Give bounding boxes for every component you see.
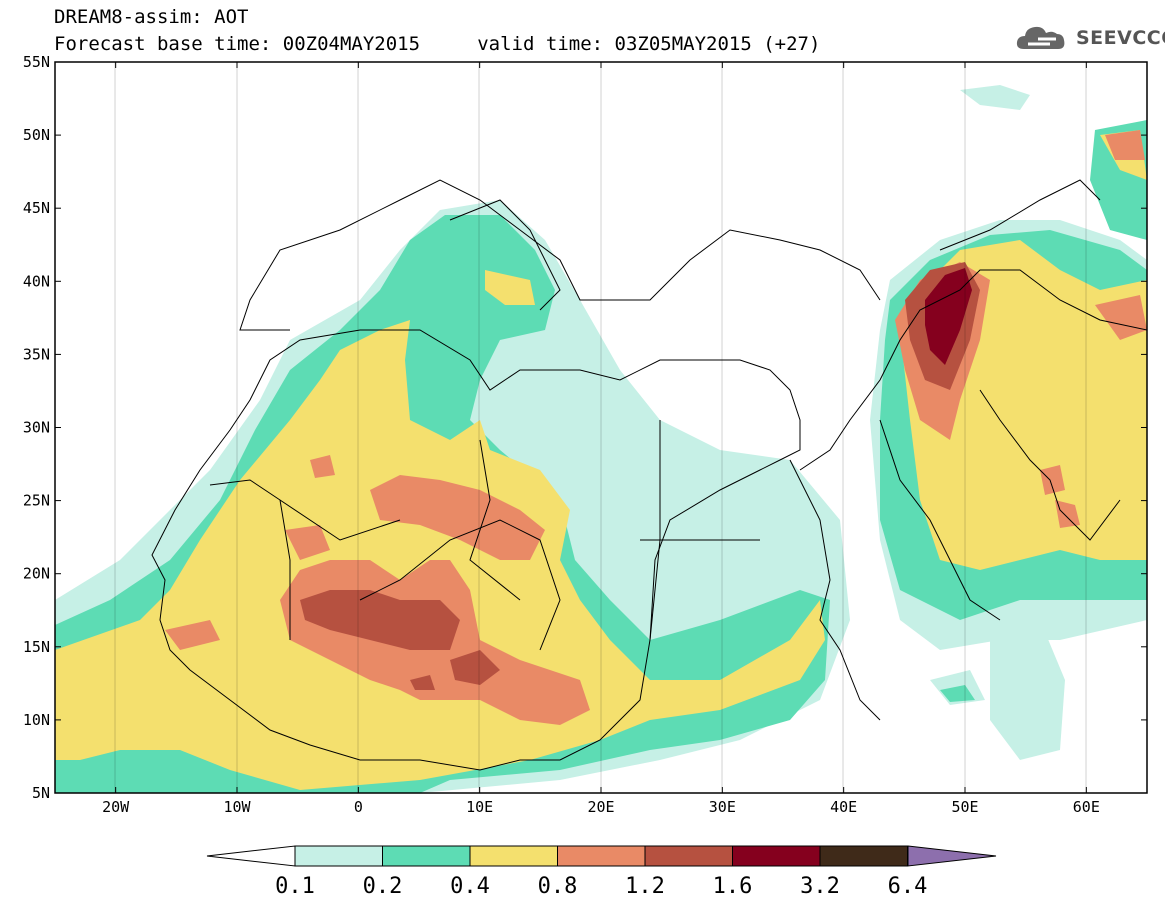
colorbar-swatch — [557, 845, 646, 867]
lat-label: 55N — [23, 53, 50, 71]
lon-label: 20E — [587, 798, 614, 816]
colorbar-label: 0.4 — [450, 874, 490, 899]
colorbar-under-triangle — [206, 845, 296, 867]
lon-label: 10E — [466, 798, 493, 816]
lon-label: 10W — [223, 798, 251, 816]
lat-label: 10N — [23, 711, 50, 729]
colorbar-label: 1.6 — [713, 874, 753, 899]
logo-text: SEEVCCC — [1076, 27, 1165, 49]
lat-label: 15N — [23, 638, 50, 656]
colorbar-label: 0.2 — [363, 874, 403, 899]
aot-band-1.6 — [925, 268, 972, 365]
lat-label: 5N — [32, 784, 50, 802]
lat-label: 45N — [23, 199, 50, 217]
lon-label: 20W — [102, 798, 130, 816]
lon-label: 40E — [830, 798, 857, 816]
colorbar-label: 6.4 — [888, 874, 928, 899]
seevccc-logo: SEEVCCC — [1016, 22, 1165, 54]
cloud-logo-icon — [1016, 26, 1065, 49]
colorbar: 0.1 0.2 0.4 0.8 1.2 1.6 3.2 6.4 — [206, 845, 997, 899]
lat-label: 20N — [23, 565, 50, 583]
colorbar-swatch — [732, 845, 821, 867]
colorbar-over-triangle — [907, 845, 997, 867]
lon-label: 0 — [354, 798, 363, 816]
colorbar-label: 0.8 — [538, 874, 578, 899]
colorbar-swatch — [469, 845, 558, 867]
forecast-time-line: Forecast base time: 00Z04MAY2015 valid t… — [54, 33, 821, 55]
lat-label: 40N — [23, 272, 50, 290]
lon-label: 30E — [709, 798, 736, 816]
lat-label: 30N — [23, 419, 50, 437]
lat-label: 35N — [23, 345, 50, 363]
colorbar-label: 1.2 — [625, 874, 665, 899]
graticule — [114, 62, 1087, 793]
colorbar-swatch — [644, 845, 733, 867]
lon-label: 60E — [1073, 798, 1100, 816]
coastlines — [151, 179, 1147, 771]
colorbar-label: 3.2 — [800, 874, 840, 899]
latitude-labels: 55N 50N 45N 40N 35N 30N 25N 20N 15N 10N 5N — [23, 53, 50, 802]
axis-ticks — [55, 61, 1147, 794]
colorbar-swatch — [819, 845, 908, 867]
lon-label: 50E — [951, 798, 978, 816]
map-title: DREAM8-assim: AOT — [54, 6, 249, 28]
lat-label: 50N — [23, 126, 50, 144]
map-field — [55, 62, 1147, 793]
lat-label: 25N — [23, 492, 50, 510]
colorbar-label: 0.1 — [275, 874, 315, 899]
colorbar-swatch — [294, 845, 383, 867]
longitude-labels: 20W 10W 0 10E 20E 30E 40E 50E 60E — [102, 798, 1100, 816]
colorbar-swatch — [382, 845, 471, 867]
